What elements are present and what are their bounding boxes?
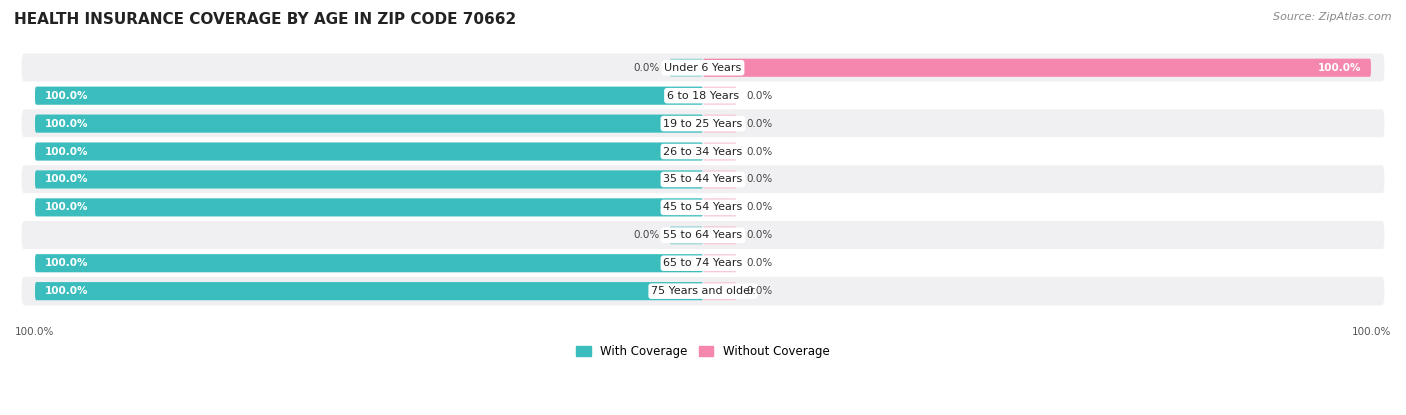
Text: 55 to 64 Years: 55 to 64 Years [664, 230, 742, 240]
Legend: With Coverage, Without Coverage: With Coverage, Without Coverage [572, 340, 834, 363]
Text: HEALTH INSURANCE COVERAGE BY AGE IN ZIP CODE 70662: HEALTH INSURANCE COVERAGE BY AGE IN ZIP … [14, 12, 516, 27]
Text: 0.0%: 0.0% [747, 203, 773, 212]
Text: 6 to 18 Years: 6 to 18 Years [666, 90, 740, 101]
FancyBboxPatch shape [21, 165, 1385, 194]
FancyBboxPatch shape [21, 110, 1385, 138]
FancyBboxPatch shape [21, 221, 1385, 249]
Text: 0.0%: 0.0% [747, 119, 773, 129]
Text: 100.0%: 100.0% [45, 146, 89, 156]
FancyBboxPatch shape [703, 59, 1371, 77]
FancyBboxPatch shape [35, 115, 703, 133]
Text: 100.0%: 100.0% [45, 286, 89, 296]
Text: 35 to 44 Years: 35 to 44 Years [664, 174, 742, 184]
Text: 0.0%: 0.0% [747, 90, 773, 101]
Text: 65 to 74 Years: 65 to 74 Years [664, 258, 742, 268]
FancyBboxPatch shape [35, 254, 703, 272]
FancyBboxPatch shape [703, 226, 737, 244]
Text: 0.0%: 0.0% [747, 174, 773, 184]
FancyBboxPatch shape [21, 81, 1385, 110]
FancyBboxPatch shape [669, 59, 703, 77]
FancyBboxPatch shape [703, 142, 737, 161]
Text: 0.0%: 0.0% [747, 146, 773, 156]
Text: Under 6 Years: Under 6 Years [665, 63, 741, 73]
Text: 0.0%: 0.0% [633, 230, 659, 240]
FancyBboxPatch shape [35, 171, 703, 188]
FancyBboxPatch shape [35, 87, 703, 105]
FancyBboxPatch shape [669, 226, 703, 244]
FancyBboxPatch shape [35, 142, 703, 161]
Text: 100.0%: 100.0% [15, 327, 55, 337]
FancyBboxPatch shape [21, 54, 1385, 82]
FancyBboxPatch shape [35, 198, 703, 217]
FancyBboxPatch shape [21, 277, 1385, 305]
Text: 100.0%: 100.0% [1317, 63, 1361, 73]
FancyBboxPatch shape [703, 87, 737, 105]
Text: 0.0%: 0.0% [747, 258, 773, 268]
FancyBboxPatch shape [21, 249, 1385, 278]
Text: 19 to 25 Years: 19 to 25 Years [664, 119, 742, 129]
Text: 0.0%: 0.0% [747, 230, 773, 240]
Text: 100.0%: 100.0% [45, 90, 89, 101]
Text: 100.0%: 100.0% [45, 174, 89, 184]
Text: 100.0%: 100.0% [1351, 327, 1391, 337]
FancyBboxPatch shape [703, 282, 737, 300]
Text: 0.0%: 0.0% [747, 286, 773, 296]
Text: 100.0%: 100.0% [45, 203, 89, 212]
Text: 45 to 54 Years: 45 to 54 Years [664, 203, 742, 212]
Text: 0.0%: 0.0% [633, 63, 659, 73]
FancyBboxPatch shape [703, 198, 737, 217]
Text: Source: ZipAtlas.com: Source: ZipAtlas.com [1274, 12, 1392, 22]
FancyBboxPatch shape [21, 137, 1385, 166]
FancyBboxPatch shape [703, 171, 737, 188]
FancyBboxPatch shape [21, 193, 1385, 222]
FancyBboxPatch shape [703, 115, 737, 133]
Text: 26 to 34 Years: 26 to 34 Years [664, 146, 742, 156]
Text: 100.0%: 100.0% [45, 119, 89, 129]
FancyBboxPatch shape [703, 254, 737, 272]
Text: 100.0%: 100.0% [45, 258, 89, 268]
Text: 75 Years and older: 75 Years and older [651, 286, 755, 296]
FancyBboxPatch shape [35, 282, 703, 300]
